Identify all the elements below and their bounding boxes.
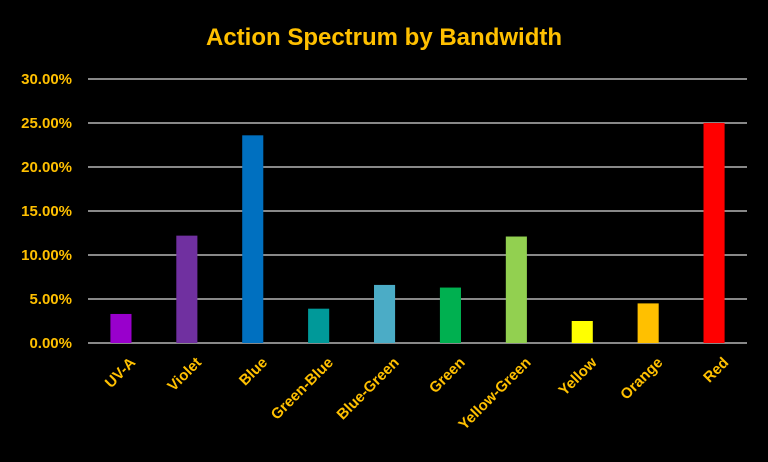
y-tick-label: 5.00% (29, 291, 72, 308)
y-tick-label: 10.00% (21, 247, 72, 264)
bar-blue (242, 135, 264, 343)
chart-title: Action Spectrum by Bandwidth (206, 24, 562, 51)
bar-violet (176, 235, 198, 343)
y-tick-label: 15.00% (21, 203, 72, 220)
y-tick-label: 25.00% (21, 115, 72, 132)
bar-uv-a (110, 313, 132, 343)
y-tick-label: 0.00% (29, 335, 72, 352)
gridlines (88, 78, 747, 344)
bar-blue-green (374, 284, 396, 343)
bar-green (439, 287, 461, 343)
bar-red (703, 123, 725, 343)
bar-yellow-green (505, 236, 527, 343)
bar-orange (637, 303, 659, 343)
y-tick-label: 20.00% (21, 159, 72, 176)
bar-green-blue (308, 308, 330, 343)
bars (110, 123, 725, 343)
bar-yellow (571, 321, 593, 343)
y-tick-label: 30.00% (21, 71, 72, 88)
y-axis-tick-labels: 0.00% 5.00% 10.00% 15.00% 20.00% 25.00% 30.00% (21, 71, 72, 352)
